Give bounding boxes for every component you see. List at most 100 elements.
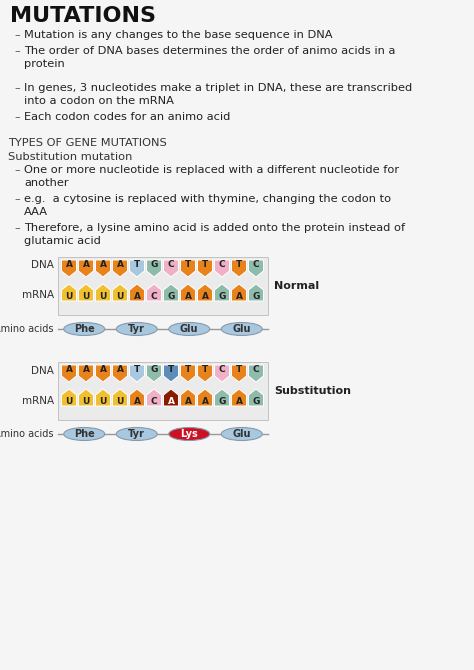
Text: U: U [65,397,73,405]
Text: TYPES OF GENE MUTATIONS: TYPES OF GENE MUTATIONS [8,138,167,148]
Text: DNA: DNA [31,366,54,375]
Polygon shape [181,284,195,301]
Polygon shape [79,284,93,301]
Polygon shape [215,260,229,277]
Text: U: U [82,291,90,301]
Polygon shape [62,365,76,382]
Text: protein: protein [24,59,65,69]
FancyBboxPatch shape [58,362,268,420]
Polygon shape [62,389,76,406]
Polygon shape [248,284,264,301]
Text: G: G [150,365,158,375]
Polygon shape [181,260,195,277]
Polygon shape [95,365,110,382]
Text: A: A [184,291,191,301]
Polygon shape [198,389,212,406]
Text: e.g.  a cytosine is replaced with thymine, changing the codon to: e.g. a cytosine is replaced with thymine… [24,194,391,204]
Polygon shape [146,389,162,406]
Polygon shape [62,284,76,301]
Polygon shape [248,365,264,382]
Ellipse shape [221,427,262,440]
Text: glutamic acid: glutamic acid [24,236,101,246]
Text: T: T [185,261,191,269]
Text: Substitution mutation: Substitution mutation [8,152,132,162]
Text: Each codon codes for an animo acid: Each codon codes for an animo acid [24,112,230,122]
Text: The order of DNA bases determines the order of animo acids in a: The order of DNA bases determines the or… [24,46,395,56]
Text: A: A [65,365,73,375]
Polygon shape [112,284,128,301]
Text: A: A [82,261,90,269]
Polygon shape [248,389,264,406]
Text: Glu: Glu [180,324,199,334]
Ellipse shape [116,322,157,336]
Text: C: C [219,365,225,375]
Text: A: A [100,261,107,269]
Text: A: A [167,397,174,405]
Text: Therefore, a lysine amino acid is added onto the protein instead of: Therefore, a lysine amino acid is added … [24,223,405,233]
Polygon shape [231,284,246,301]
Text: Glu: Glu [233,324,251,334]
Polygon shape [112,260,128,277]
Polygon shape [129,389,145,406]
Text: A: A [82,365,90,375]
Ellipse shape [64,427,105,440]
Polygon shape [198,365,212,382]
Text: T: T [236,261,242,269]
Polygon shape [248,260,264,277]
Text: Tyr: Tyr [128,324,145,334]
Polygon shape [62,260,76,277]
Text: mRNA: mRNA [22,291,54,301]
Polygon shape [181,389,195,406]
Polygon shape [79,389,93,406]
Text: Amino acids: Amino acids [0,429,54,439]
Text: G: G [150,261,158,269]
Text: A: A [236,291,243,301]
Polygon shape [129,260,145,277]
Text: Glu: Glu [233,429,251,439]
Text: –: – [14,194,20,204]
Text: another: another [24,178,69,188]
Text: G: G [167,291,175,301]
Text: DNA: DNA [31,261,54,271]
Text: –: – [14,46,20,56]
Polygon shape [112,389,128,406]
Text: mRNA: mRNA [22,395,54,405]
Text: A: A [236,397,243,405]
Text: U: U [65,291,73,301]
Text: C: C [253,261,259,269]
Text: U: U [116,291,124,301]
Text: A: A [184,397,191,405]
Text: Phe: Phe [74,429,95,439]
Polygon shape [129,284,145,301]
Ellipse shape [169,322,210,336]
Polygon shape [112,365,128,382]
Polygon shape [231,365,246,382]
Text: T: T [185,365,191,375]
Text: C: C [253,365,259,375]
Text: Normal: Normal [274,281,319,291]
Ellipse shape [64,322,105,336]
Ellipse shape [221,322,262,336]
Polygon shape [95,389,110,406]
Polygon shape [215,284,229,301]
Text: –: – [14,112,20,122]
Polygon shape [164,260,179,277]
Text: AAA: AAA [24,207,48,217]
Text: C: C [151,291,157,301]
Text: Tyr: Tyr [128,429,145,439]
Text: A: A [201,397,209,405]
Text: C: C [168,261,174,269]
Text: A: A [65,261,73,269]
Text: A: A [117,261,124,269]
Text: A: A [117,365,124,375]
Text: A: A [100,365,107,375]
Text: C: C [219,261,225,269]
Polygon shape [129,365,145,382]
Text: A: A [201,291,209,301]
Polygon shape [146,284,162,301]
FancyBboxPatch shape [58,257,268,315]
Polygon shape [198,284,212,301]
Text: T: T [236,365,242,375]
Text: U: U [100,397,107,405]
Polygon shape [164,365,179,382]
